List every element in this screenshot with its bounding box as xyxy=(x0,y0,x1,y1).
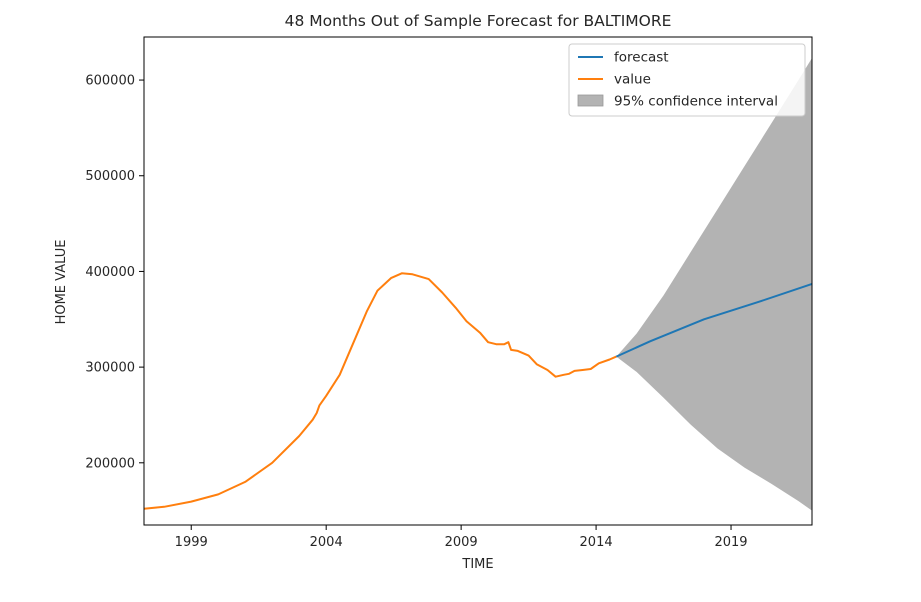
x-tick-label: 2009 xyxy=(445,535,478,550)
legend-ci-label: 95% confidence interval xyxy=(614,94,778,110)
chart-title: 48 Months Out of Sample Forecast for BAL… xyxy=(285,12,672,30)
x-axis: 1999 2004 2009 2014 2019 xyxy=(175,525,748,550)
x-tick-label: 2004 xyxy=(310,535,343,550)
series-line-forecast xyxy=(615,282,813,358)
series-line-value xyxy=(143,272,617,510)
y-tick-label: 500000 xyxy=(85,169,135,184)
legend-box xyxy=(568,43,806,117)
x-tick-label: 2019 xyxy=(714,535,747,550)
legend: forecast value 95% confidence interval xyxy=(568,43,806,117)
x-tick-label: 2014 xyxy=(580,535,613,550)
confidence-interval-band xyxy=(616,58,812,511)
y-axis-label: HOME VALUE xyxy=(54,240,69,325)
legend-ci-swatch xyxy=(577,94,604,107)
legend-value-label: value xyxy=(614,72,651,88)
x-tick-label: 1999 xyxy=(175,535,208,550)
y-tick-label: 600000 xyxy=(85,74,135,89)
x-axis-label: TIME xyxy=(461,557,493,572)
y-tick-label: 400000 xyxy=(85,265,135,280)
plot-area xyxy=(143,36,813,526)
y-tick-label: 300000 xyxy=(85,361,135,376)
legend-forecast-label: forecast xyxy=(614,50,669,66)
y-axis: 200000 300000 400000 500000 600000 xyxy=(85,74,144,471)
plot-frame xyxy=(143,36,813,526)
y-tick-label: 200000 xyxy=(85,456,135,471)
